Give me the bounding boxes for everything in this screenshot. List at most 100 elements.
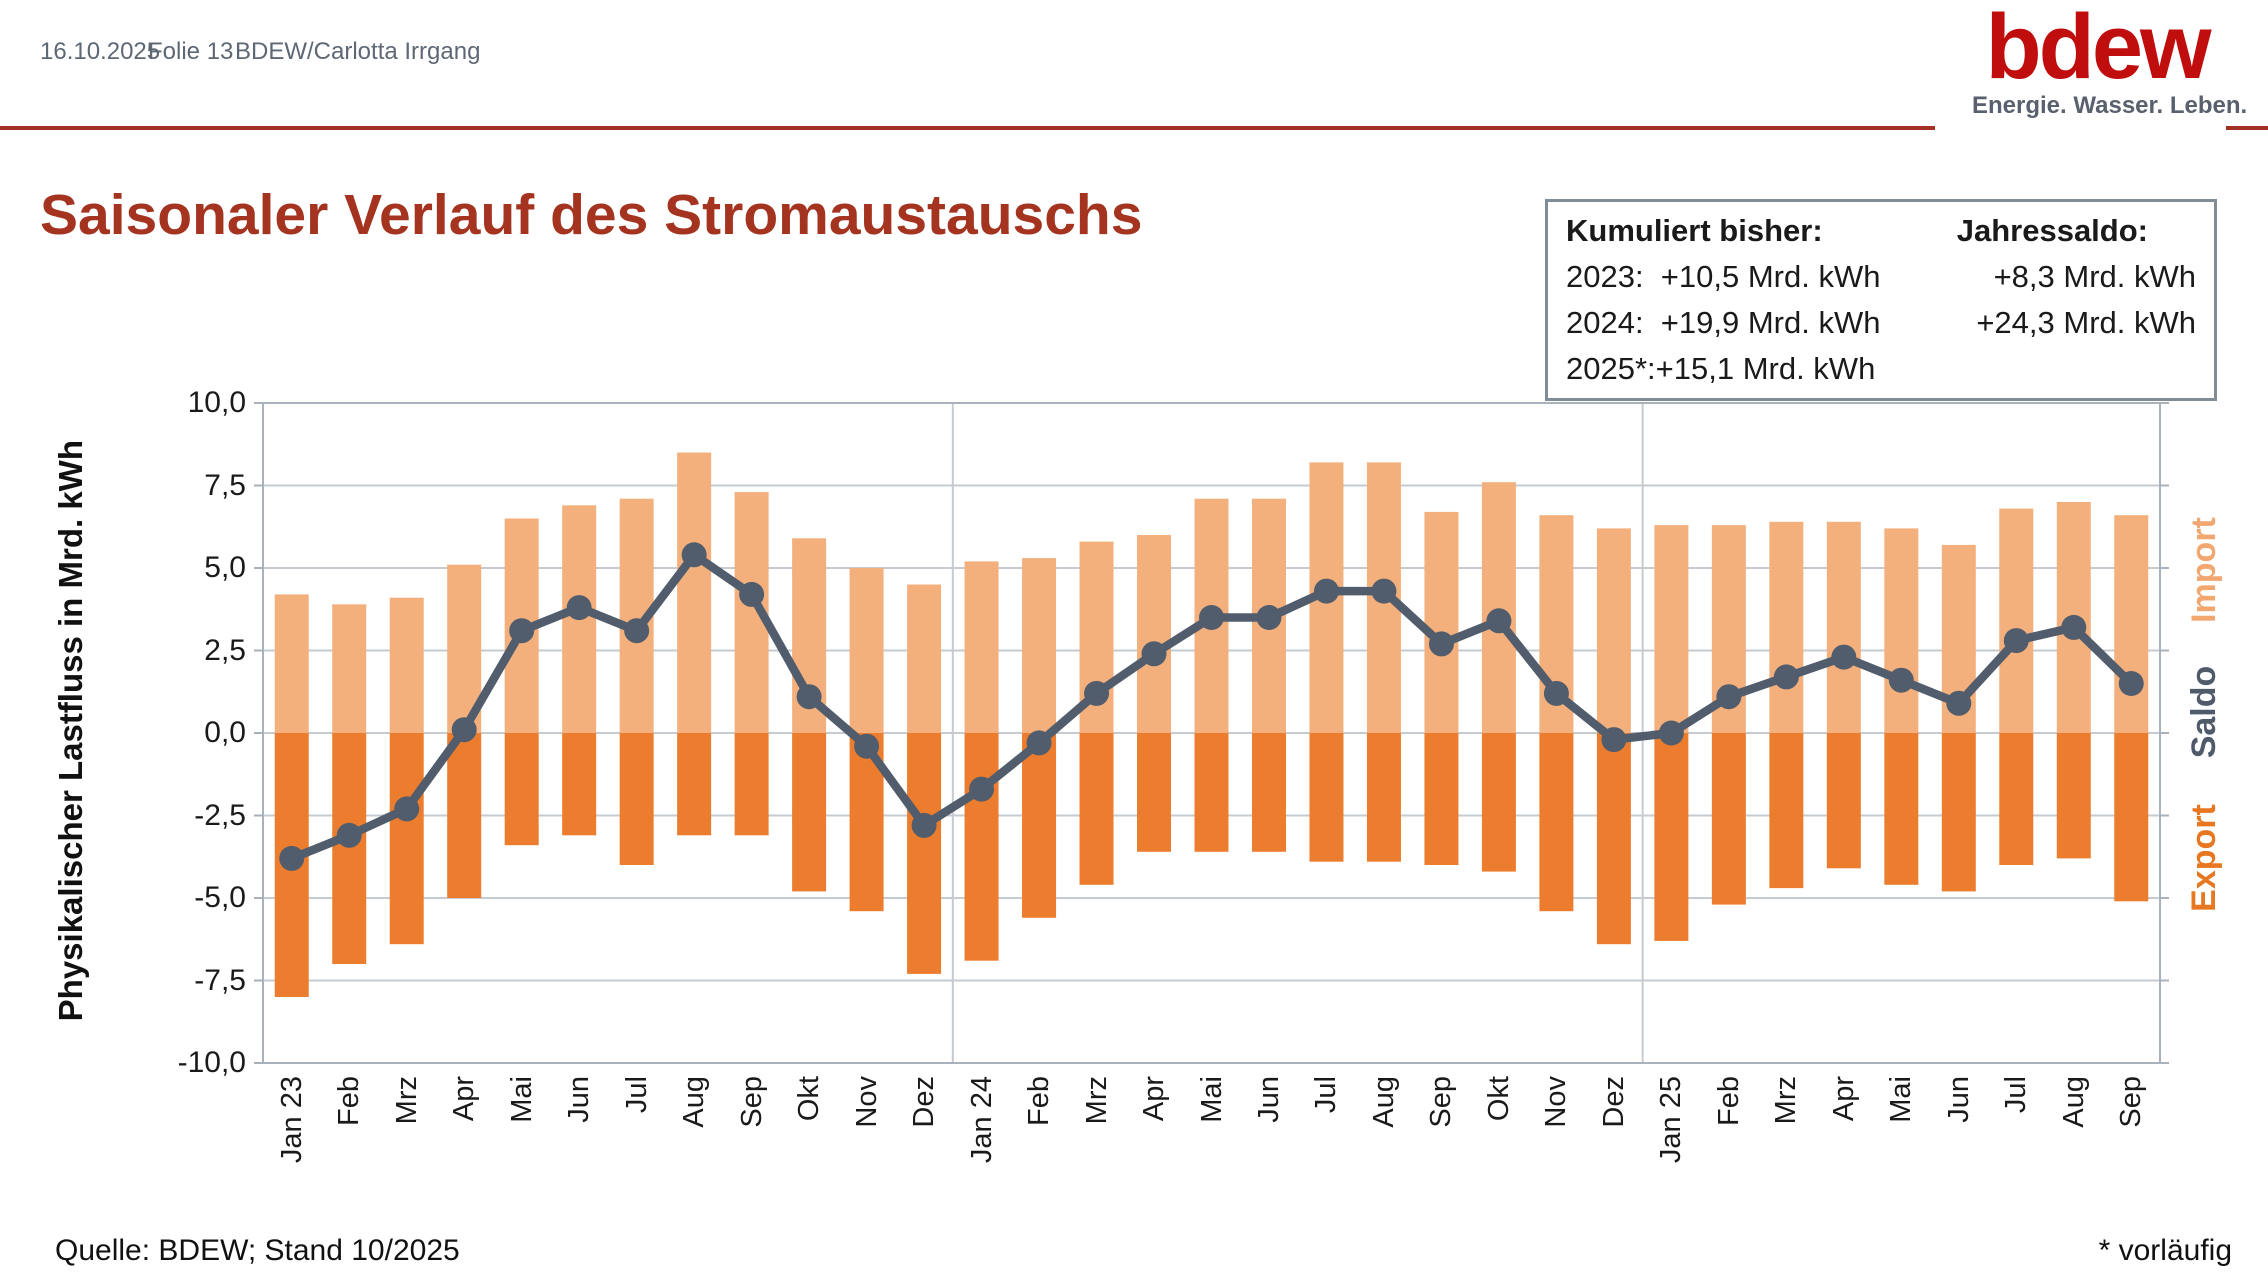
- export-bar: [1366, 733, 1401, 862]
- summary-col1-header: Kumuliert bisher:: [1566, 213, 1823, 248]
- export-bar: [1711, 733, 1746, 905]
- export-bar: [1596, 733, 1631, 945]
- header-rule-right: [2226, 126, 2268, 130]
- saldo-dot: [451, 717, 477, 743]
- saldo-dot: [1428, 631, 1454, 657]
- saldo-dot: [279, 845, 305, 871]
- x-axis-month-label: Sep: [735, 1076, 768, 1128]
- export-bar: [447, 733, 482, 898]
- side-label-import: Import: [2185, 517, 2223, 623]
- export-bar: [2056, 733, 2091, 859]
- saldo-dot: [1199, 605, 1224, 630]
- page-title: Saisonaler Verlauf des Stromaustauschs: [40, 183, 1143, 247]
- export-bar: [677, 733, 712, 836]
- header-date: 16.10.2025: [40, 38, 161, 65]
- saldo-dot: [624, 618, 650, 644]
- summary-row-2023: 2023: +10,5 Mrd. kWh +8,3 Mrd. kWh: [1566, 254, 2196, 300]
- export-bar: [1539, 733, 1574, 912]
- export-bar: [332, 733, 367, 964]
- export-bar: [1137, 733, 1172, 852]
- saldo-dot: [1601, 727, 1627, 753]
- saldo-dot: [1773, 664, 1799, 690]
- x-axis-month-label: Jul: [620, 1076, 653, 1114]
- import-bar: [1884, 528, 1919, 733]
- export-bar: [1654, 733, 1689, 941]
- x-axis-month-label: Jan 23: [275, 1076, 308, 1164]
- export-bar: [1424, 733, 1459, 865]
- saldo-dot: [1256, 605, 1282, 630]
- y-axis-tick-label: 10,0: [187, 386, 246, 419]
- saldo-dot: [336, 822, 362, 848]
- saldo-dot: [1946, 690, 1972, 716]
- export-bar: [1022, 733, 1057, 918]
- x-axis-month-label: Jan 24: [965, 1076, 998, 1164]
- brand-logo: bdew Energie. Wasser. Leben.: [1972, 0, 2247, 120]
- import-bar: [1137, 535, 1172, 733]
- saldo-dot: [1831, 644, 1857, 670]
- export-bar: [504, 733, 539, 846]
- saldo-dot: [1888, 667, 1914, 693]
- saldo-dot: [2061, 614, 2087, 640]
- export-bar: [1769, 733, 1804, 889]
- import-bar: [677, 452, 712, 733]
- x-axis-month-label: Mrz: [390, 1076, 423, 1125]
- y-axis-tick-label: 2,5: [204, 633, 246, 667]
- x-axis-month-label: Jun: [1942, 1076, 1975, 1123]
- plot-border: [262, 402, 2161, 1064]
- header-author: BDEW/Carlotta Irrgang: [235, 38, 481, 65]
- x-axis-month-label: Mrz: [1770, 1076, 1803, 1125]
- saldo-dot: [681, 542, 707, 568]
- bdew-logo: bdew: [1985, 0, 2211, 98]
- x-axis-month-label: Apr: [1138, 1076, 1170, 1122]
- saldo-dot: [566, 595, 592, 621]
- x-axis-month-label: Jun: [1252, 1076, 1285, 1123]
- y-axis-tick-label: -7,5: [194, 963, 246, 997]
- import-bar: [964, 561, 999, 733]
- saldo-dot: [2003, 628, 2029, 654]
- summary-2025-cumulative: 2025*:+15,1 Mrd. kWh: [1566, 351, 1876, 386]
- import-bar: [1769, 521, 1804, 733]
- side-label-saldo: Saldo: [2185, 665, 2223, 759]
- saldo-dot: [1486, 608, 1512, 634]
- header-rule-left: [0, 126, 1935, 130]
- export-bar: [734, 733, 769, 836]
- import-bar: [1596, 528, 1631, 733]
- x-axis-month-label: Sep: [2115, 1076, 2148, 1128]
- x-axis-month-label: Feb: [1023, 1076, 1056, 1126]
- x-axis-month-label: Mai: [1195, 1076, 1228, 1123]
- x-axis-month-label: Apr: [448, 1076, 481, 1122]
- import-bar: [849, 568, 884, 733]
- saldo-dot: [1313, 578, 1339, 604]
- x-axis-month-label: Dez: [1597, 1076, 1630, 1128]
- export-bar: [1884, 733, 1919, 885]
- import-bar: [2114, 515, 2149, 733]
- y-axis-tick-label: -5,0: [194, 881, 246, 914]
- x-axis-month-label: Okt: [793, 1076, 826, 1122]
- y-axis-tick-label: 5,0: [204, 551, 246, 584]
- export-bar: [619, 733, 654, 865]
- export-bar: [562, 733, 597, 836]
- saldo-dot: [739, 581, 765, 607]
- import-bar: [274, 594, 309, 733]
- saldo-dot: [1084, 680, 1110, 706]
- x-axis-month-label: Mai: [1885, 1076, 1918, 1123]
- x-axis-month-label: Jul: [1310, 1076, 1343, 1114]
- import-bar: [1826, 521, 1861, 733]
- x-axis-month-label: Feb: [1712, 1076, 1745, 1126]
- export-bar: [389, 733, 424, 945]
- export-bar: [1941, 733, 1976, 892]
- export-bar: [2114, 733, 2149, 902]
- import-bar: [1022, 558, 1057, 733]
- import-bar: [1654, 525, 1689, 733]
- saldo-dot: [1716, 684, 1742, 710]
- saldo-dot: [1141, 641, 1167, 667]
- footer-source: Quelle: BDEW; Stand 10/2025: [55, 1234, 460, 1267]
- x-axis-month-label: Aug: [1367, 1076, 1400, 1128]
- x-axis-month-label: Mai: [505, 1076, 538, 1123]
- import-bar: [1481, 482, 1516, 733]
- saldo-dot: [509, 618, 535, 644]
- export-bar: [1079, 733, 1114, 885]
- x-axis-month-label: Feb: [333, 1076, 366, 1126]
- export-bar: [964, 733, 999, 961]
- x-axis-month-label: Okt: [1482, 1076, 1515, 1122]
